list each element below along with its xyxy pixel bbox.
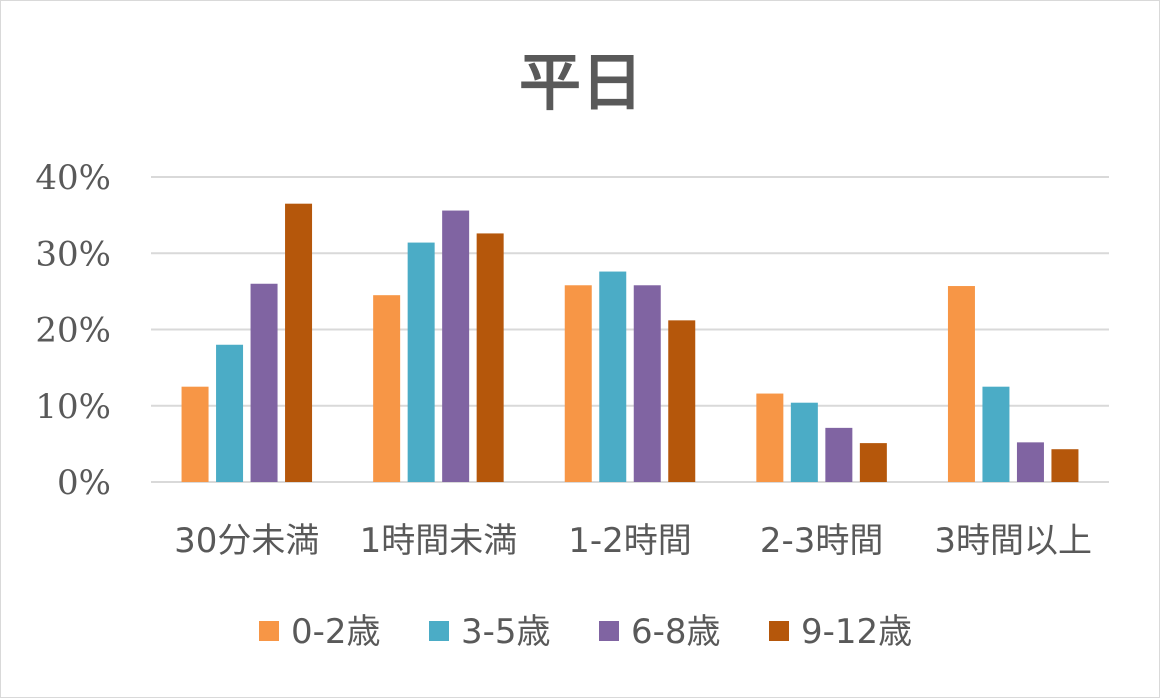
bar: [285, 203, 313, 482]
bar: [982, 386, 1010, 482]
bar: [476, 233, 504, 482]
bar: [947, 286, 975, 482]
bar: [250, 283, 278, 482]
bar: [407, 242, 435, 482]
legend-swatch: [599, 621, 619, 641]
bar: [668, 320, 696, 482]
bar: [859, 443, 887, 482]
bar: [756, 393, 784, 482]
legend-swatch: [429, 621, 449, 641]
legend-swatch: [259, 621, 279, 641]
y-tick-label: 10%: [35, 387, 111, 427]
x-tick-label: 1時間未満: [360, 521, 518, 561]
x-tick-label: 30分未満: [174, 521, 319, 561]
legend-label: 0-2歳: [291, 612, 381, 652]
legend: 0-2歳 3-5歳 6-8歳 9-12歳: [259, 612, 912, 652]
legend-label: 6-8歳: [631, 612, 721, 652]
bar: [1051, 449, 1079, 482]
bar: [181, 386, 209, 482]
legend-label: 9-12歳: [801, 612, 912, 652]
x-axis-ticks: 30分未満 1時間未満 1-2時間 2-3時間 3時間以上: [174, 521, 1092, 561]
x-tick-label: 1-2時間: [568, 521, 692, 561]
y-tick-label: 20%: [35, 311, 111, 351]
bar: [216, 344, 244, 482]
bar: [599, 271, 627, 482]
bar: [442, 210, 470, 483]
legend-swatch: [769, 621, 789, 641]
bar: [633, 285, 661, 482]
bar: [790, 402, 818, 482]
y-tick-label: 30%: [35, 234, 111, 274]
bar: [564, 285, 592, 482]
y-tick-label: 40%: [35, 158, 111, 198]
bars: [181, 203, 1079, 483]
y-axis-ticks: 0% 10% 20% 30% 40%: [35, 158, 111, 503]
bar: [1016, 442, 1044, 482]
bar: [825, 427, 853, 482]
x-tick-label: 3時間以上: [934, 521, 1092, 561]
legend-label: 3-5歳: [461, 612, 551, 652]
y-tick-label: 0%: [57, 463, 111, 503]
bar: [373, 295, 401, 482]
chart-title: 平日: [519, 46, 643, 119]
x-tick-label: 2-3時間: [760, 521, 884, 561]
